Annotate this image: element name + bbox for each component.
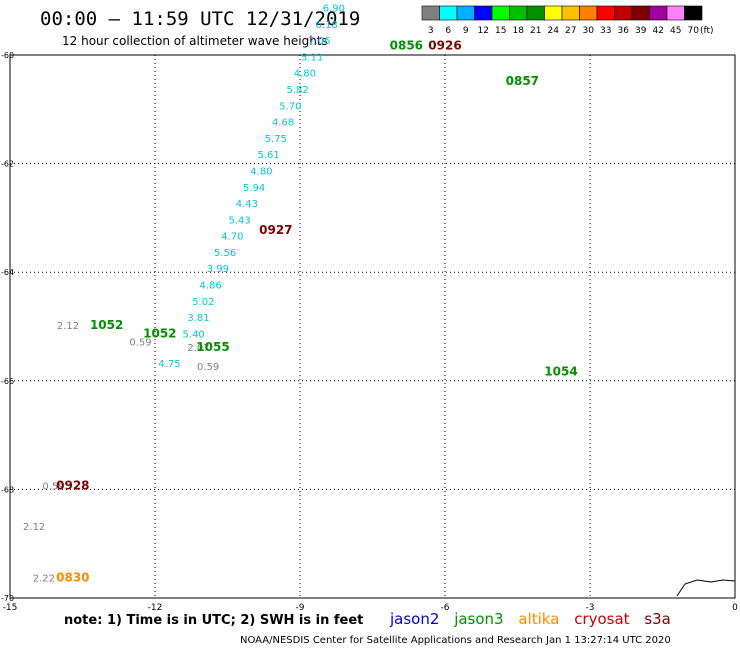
- wave-height-point: 2.12: [23, 522, 45, 533]
- scale-value: 36: [618, 26, 630, 36]
- scale-value: 42: [653, 26, 664, 36]
- scale-value: 27: [565, 26, 576, 36]
- wave-height-point: 4.70: [221, 232, 243, 243]
- wave-height-point: 3.99: [207, 264, 229, 275]
- y-tick-label: -66: [1, 377, 14, 386]
- coastline: [676, 579, 736, 597]
- wave-height-point: 2.22: [33, 574, 55, 585]
- y-tick-label: -62: [1, 160, 14, 169]
- wave-height-point: 5.70: [279, 101, 301, 112]
- scale-swatch: [684, 5, 703, 21]
- pass-time-label: 0926: [428, 39, 461, 53]
- wave-height-point: 5.11: [301, 52, 323, 63]
- legend-jason2: jason2: [390, 610, 440, 628]
- wave-height-point: 5.40: [183, 329, 205, 340]
- pass-time-label: 0928: [56, 478, 89, 492]
- wave-height-point: 3.81: [187, 313, 209, 324]
- x-tick-label: -12: [148, 603, 163, 610]
- scale-value: 45: [670, 26, 681, 36]
- x-tick-label: -9: [296, 603, 305, 610]
- wave-height-point: 5.61: [257, 150, 279, 161]
- wave-height-point: 4.86: [199, 280, 221, 291]
- scale-value: 15: [495, 26, 506, 36]
- scale-value: 33: [600, 26, 611, 36]
- pass-time-label: 0857: [506, 74, 539, 88]
- scale-unit: (ft): [700, 26, 714, 36]
- wave-height-point: 6.90: [323, 4, 345, 15]
- plot-frame: [9, 54, 736, 599]
- page-title: 00:00 – 11:59 UTC 12/31/2019: [40, 8, 361, 30]
- wave-height-point: 4.43: [236, 199, 258, 210]
- wave-height-point: 4.75: [158, 359, 180, 370]
- scale-value: 3: [428, 26, 434, 36]
- wave-height-point: 5.94: [243, 183, 265, 194]
- wave-height-chart: -15 -12 -9 -6 -3 0 -60 -62 -64 -66 -68 -70 4.75 5.40 3…: [1, 4, 738, 610]
- scale-value: 39: [635, 26, 647, 36]
- wave-height-point: 0.59: [197, 362, 219, 373]
- wave-height-point: 4.80: [250, 166, 272, 177]
- pass-time-label: 1055: [196, 340, 229, 354]
- footer-note: note: 1) Time is in UTC; 2) SWH is in fe…: [64, 613, 364, 628]
- pass-time-label: 1052: [143, 326, 176, 340]
- scale-value: 24: [548, 26, 560, 36]
- y-tick-label: -68: [1, 485, 14, 494]
- wave-height-point: 2.07: [187, 343, 209, 354]
- scale-value: 21: [530, 26, 541, 36]
- wave-height-point: 4.68: [272, 118, 294, 129]
- legend-jason3: jason3: [454, 610, 504, 628]
- pass-time-label: 0927: [259, 223, 292, 237]
- scale-value: 30: [583, 26, 595, 36]
- pass-time-label: 1052: [90, 318, 123, 332]
- pass-time-label: 1054: [544, 364, 577, 378]
- footer-credit: NOAA/NESDIS Center for Satellite Applica…: [240, 635, 671, 646]
- y-tick-label: -60: [1, 51, 14, 60]
- wave-height-point: 5.43: [228, 215, 250, 226]
- x-tick-label: -15: [3, 603, 18, 610]
- legend-altika: altika: [518, 610, 560, 628]
- y-tick-label: -64: [1, 268, 14, 277]
- wave-height-point: 4.80: [294, 69, 316, 80]
- scale-value: 70: [688, 26, 700, 36]
- x-tick-label: -6: [441, 603, 450, 610]
- y-tick-label: -70: [1, 594, 14, 603]
- x-tick-label: 0: [732, 603, 738, 610]
- wave-height-point: 5.56: [214, 248, 236, 259]
- wave-height-point: 5.02: [192, 297, 214, 308]
- wave-height-point: 7.06: [308, 36, 330, 47]
- page-subtitle: 12 hour collection of altimeter wave hei…: [62, 34, 328, 48]
- scale-value: 18: [513, 26, 525, 36]
- pass-time-label: 0856: [390, 39, 423, 53]
- wave-height-point: 5.75: [265, 134, 287, 145]
- wave-height-point: 5.82: [286, 85, 308, 96]
- wave-height-point: 6.18: [315, 20, 337, 31]
- satellite-legend: jason2 jason3 altika cryosat s3a: [390, 610, 681, 628]
- scale-value: 12: [478, 26, 489, 36]
- legend-cryosat: cryosat: [574, 610, 630, 628]
- legend-s3a: s3a: [644, 610, 671, 628]
- color-scale: 3 6 9 12 15 18 21 24 27 30 33 36 39 42 45 70 (ft): [421, 5, 714, 36]
- scale-value: 6: [445, 26, 451, 36]
- x-tick-label: -3: [586, 603, 595, 610]
- wave-height-point: 2.12: [57, 321, 79, 332]
- scale-value: 9: [463, 26, 469, 36]
- wave-height-point: 0.59: [42, 481, 64, 492]
- wave-height-point: 0.59: [129, 338, 151, 349]
- pass-time-label: 0830: [56, 571, 89, 585]
